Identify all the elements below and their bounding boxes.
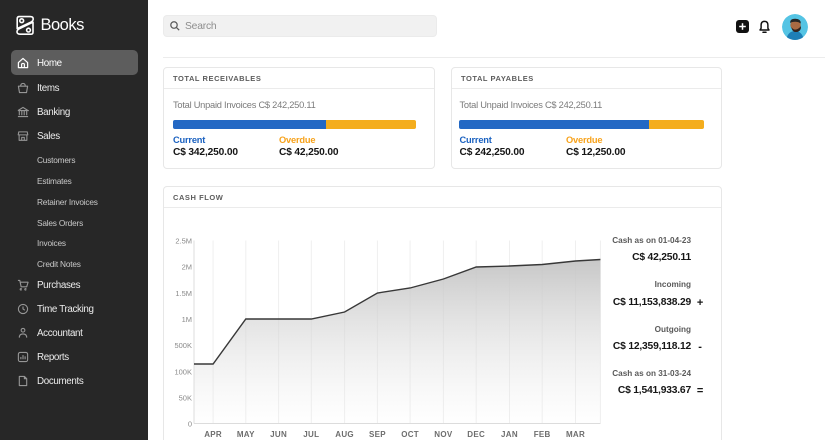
svg-text:0: 0 (188, 420, 192, 429)
svg-text:100K: 100K (174, 367, 192, 376)
svg-text:JAN: JAN (501, 430, 518, 439)
svg-text:DEC: DEC (467, 430, 485, 439)
svg-text:1M: 1M (182, 315, 192, 324)
svg-text:FEB: FEB (534, 430, 551, 439)
svg-text:2M: 2M (182, 263, 192, 272)
svg-text:APR: APR (204, 430, 222, 439)
svg-text:MAY: MAY (237, 430, 255, 439)
svg-text:1.5M: 1.5M (175, 289, 192, 298)
svg-text:AUG: AUG (335, 430, 354, 439)
svg-text:NOV: NOV (434, 430, 453, 439)
svg-text:50K: 50K (179, 393, 192, 402)
svg-text:SEP: SEP (369, 430, 386, 439)
svg-text:2.5M: 2.5M (175, 237, 192, 246)
svg-text:500K: 500K (174, 341, 192, 350)
svg-text:MAR: MAR (566, 430, 585, 439)
svg-text:OCT: OCT (401, 430, 419, 439)
svg-text:JUN: JUN (270, 430, 287, 439)
svg-text:JUL: JUL (303, 430, 319, 439)
